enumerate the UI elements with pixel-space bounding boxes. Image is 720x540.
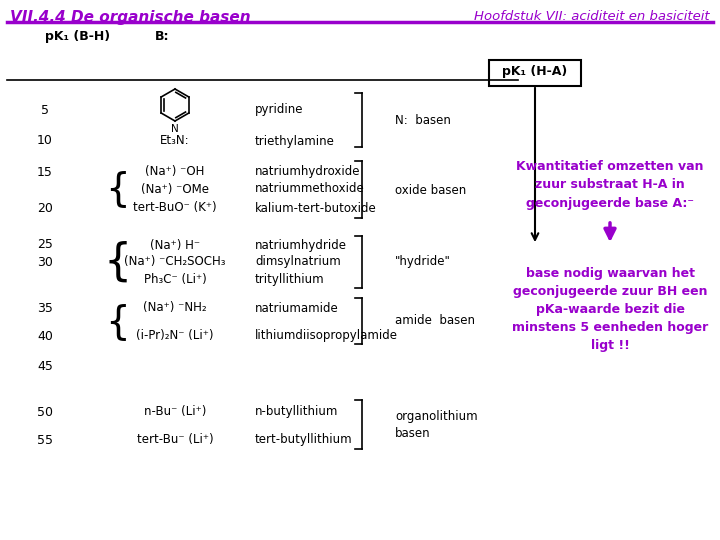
Text: Kwantitatief omzetten van
zuur substraat H-A in
geconjugeerde base A:⁻: Kwantitatief omzetten van zuur substraat…: [516, 160, 703, 210]
Text: (i-Pr)₂N⁻ (Li⁺): (i-Pr)₂N⁻ (Li⁺): [136, 329, 214, 342]
Text: {: {: [104, 240, 132, 284]
Text: Ph₃C⁻ (Li⁺): Ph₃C⁻ (Li⁺): [143, 273, 207, 286]
Text: {: {: [106, 303, 130, 341]
Text: pyridine: pyridine: [255, 104, 304, 117]
Text: tert-butyllithium: tert-butyllithium: [255, 434, 353, 447]
Text: natriumamide: natriumamide: [255, 301, 338, 314]
Text: N:  basen: N: basen: [395, 113, 451, 126]
Text: natriumhydride: natriumhydride: [255, 239, 347, 252]
Text: n-Bu⁻ (Li⁺): n-Bu⁻ (Li⁺): [144, 406, 206, 419]
Text: (Na⁺) H⁻: (Na⁺) H⁻: [150, 239, 200, 252]
FancyBboxPatch shape: [489, 60, 581, 86]
Text: 40: 40: [37, 329, 53, 342]
Text: 50: 50: [37, 406, 53, 419]
Text: 15: 15: [37, 165, 53, 179]
Text: dimsylnatrium: dimsylnatrium: [255, 255, 341, 268]
Text: triethylamine: triethylamine: [255, 134, 335, 147]
Text: VII.4.4 De organische basen: VII.4.4 De organische basen: [10, 10, 251, 25]
Text: (Na⁺) ⁻OMe: (Na⁺) ⁻OMe: [141, 183, 209, 195]
Text: lithiumdiisopropylamide: lithiumdiisopropylamide: [255, 329, 398, 342]
Text: {: {: [106, 170, 130, 208]
Text: "hydride": "hydride": [395, 255, 451, 268]
Text: kalium-tert-butoxide: kalium-tert-butoxide: [255, 201, 377, 214]
Text: base nodig waarvan het
geconjugeerde zuur BH een
pKa-waarde bezit die
minstens 5: base nodig waarvan het geconjugeerde zuu…: [512, 267, 708, 353]
Text: 25: 25: [37, 239, 53, 252]
Text: B:: B:: [155, 30, 169, 43]
Text: 55: 55: [37, 434, 53, 447]
Text: Et₃N:: Et₃N:: [160, 134, 190, 147]
Text: oxide basen: oxide basen: [395, 184, 467, 197]
Text: tert-BuO⁻ (K⁺): tert-BuO⁻ (K⁺): [133, 201, 217, 214]
Text: pK₁ (H-A): pK₁ (H-A): [503, 65, 567, 78]
Text: organolithium
basen: organolithium basen: [395, 410, 477, 440]
Text: N: N: [171, 124, 179, 134]
Text: amide  basen: amide basen: [395, 314, 475, 327]
Text: 35: 35: [37, 301, 53, 314]
Text: (Na⁺) ⁻CH₂SOCH₃: (Na⁺) ⁻CH₂SOCH₃: [125, 255, 226, 268]
Text: Hoofdstuk VII: aciditeit en basiciteit: Hoofdstuk VII: aciditeit en basiciteit: [474, 10, 710, 23]
Text: natriumhydroxide: natriumhydroxide: [255, 165, 361, 179]
Text: pK₁ (B-H): pK₁ (B-H): [45, 30, 110, 43]
Text: (Na⁺) ⁻NH₂: (Na⁺) ⁻NH₂: [143, 301, 207, 314]
Text: 20: 20: [37, 201, 53, 214]
Text: trityllithium: trityllithium: [255, 273, 325, 286]
Text: 5: 5: [41, 104, 49, 117]
Text: tert-Bu⁻ (Li⁺): tert-Bu⁻ (Li⁺): [137, 434, 213, 447]
Text: natriummethoxide: natriummethoxide: [255, 183, 365, 195]
Text: n-butyllithium: n-butyllithium: [255, 406, 338, 419]
Text: 30: 30: [37, 255, 53, 268]
Text: 10: 10: [37, 134, 53, 147]
Text: 45: 45: [37, 361, 53, 374]
Text: (Na⁺) ⁻OH: (Na⁺) ⁻OH: [145, 165, 204, 179]
